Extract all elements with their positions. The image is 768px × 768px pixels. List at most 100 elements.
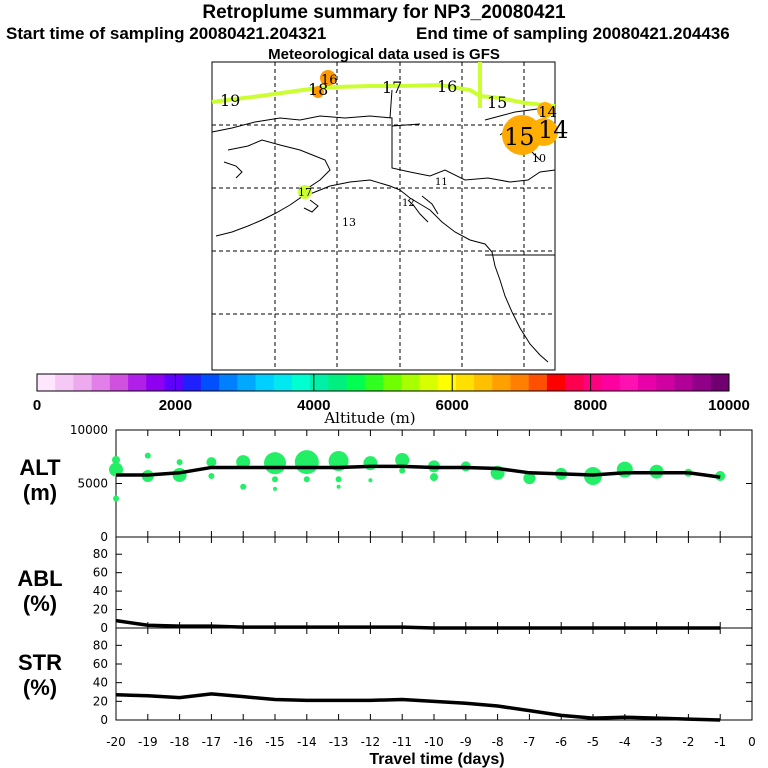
alt-bubble [368, 478, 373, 483]
chart-title: Retroplume summary for NP3_20080421 [202, 2, 566, 23]
colorbar-swatch [455, 374, 475, 391]
colorbar-swatch [346, 374, 366, 391]
altitude-colorbar: 0 2000 4000 6000 8000 10000 [33, 373, 750, 414]
alt-bubble [294, 450, 319, 475]
colorbar-swatch [419, 374, 439, 391]
map-graticule [212, 62, 555, 370]
colorbar-swatch [146, 374, 165, 391]
colorbar-tick-label: 2000 [159, 397, 192, 414]
abl-panel-label: ABL (%) [5, 566, 75, 616]
str-frame [115, 627, 753, 721]
x-tick-label: -20 [106, 735, 126, 749]
colorbar-swatch [674, 374, 694, 391]
x-tick-label: -8 [492, 735, 504, 749]
alt-bubble [273, 486, 277, 491]
colorbar-tick-label: 10000 [708, 397, 750, 414]
x-tick-label: -14 [297, 735, 317, 749]
abl-frame [115, 536, 753, 629]
colorbar-swatch [255, 374, 275, 391]
x-tick-label: -4 [619, 735, 631, 749]
str-label-text: STR (%) [18, 650, 62, 700]
alt-bubble [112, 455, 120, 464]
abl-label-text: ABL (%) [17, 566, 63, 616]
x-tick-label: -7 [523, 735, 535, 749]
path-label: 18 [308, 80, 328, 99]
y-tick-label: 80 [93, 638, 108, 652]
colorbar-label: Altitude (m) [323, 409, 415, 427]
path-label: 13 [342, 216, 356, 229]
trajectory-map: 19 18 17 16 15 14 16 15 14 10 11 12 13 1… [211, 61, 569, 371]
alt-bubble [172, 467, 187, 482]
colorbar-swatch [328, 374, 348, 391]
y-tick-label: 5000 [77, 477, 108, 491]
colorbar-swatch [364, 374, 384, 391]
alt-panel: 10000 5000 0 [70, 423, 753, 544]
colorbar-swatch [565, 374, 584, 391]
alt-bubble [523, 472, 536, 485]
colorbar-swatch [310, 374, 329, 391]
path-label: 17 [298, 186, 312, 199]
x-tick-label: -3 [651, 735, 663, 749]
alt-bubble [206, 457, 217, 468]
colorbar-swatch [37, 374, 56, 391]
x-tick-label: -13 [329, 735, 349, 749]
path-label: 12 [402, 198, 415, 209]
x-tick-label: -11 [392, 735, 412, 749]
alt-label-text: ALT (m) [19, 455, 61, 505]
colorbar-swatch [656, 374, 675, 391]
alt-bubble [113, 495, 119, 502]
colorbar-swatch [383, 374, 402, 391]
colorbar-swatch [474, 374, 493, 391]
colorbar-swatch [128, 374, 147, 391]
y-tick-label: 10000 [70, 423, 108, 437]
path-label: 14 [538, 116, 569, 144]
path-label: 14 [538, 103, 557, 121]
colorbar-swatch [637, 374, 657, 391]
colorbar-tick-label: 4000 [297, 397, 330, 414]
path-label: 17 [382, 78, 402, 97]
y-tick-label: 60 [93, 566, 108, 580]
path-label: 19 [220, 91, 240, 110]
alt-panel-label: ALT (m) [5, 455, 75, 505]
y-tick-label: 80 [93, 547, 108, 561]
map-bubble [530, 118, 558, 146]
x-tick-label: -6 [555, 735, 567, 749]
colorbar-swatch [601, 374, 621, 391]
colorbar-swatch [273, 374, 293, 391]
colorbar-swatch [200, 374, 220, 391]
alt-bubble [399, 467, 406, 474]
map-bubble [312, 86, 324, 98]
colorbar-swatch [692, 374, 712, 391]
y-tick-label: 20 [93, 694, 108, 708]
path-label: 10 [532, 152, 546, 165]
coastlines [211, 89, 556, 363]
alt-bubble [264, 452, 286, 475]
colorbar-tick-label: 6000 [436, 397, 469, 414]
sampling-times: Start time of sampling 20080421.204321 En… [6, 24, 768, 44]
colorbar-swatch [109, 374, 129, 391]
colorbar-swatch [182, 374, 202, 391]
x-tick-label: -16 [233, 735, 253, 749]
colorbar-tick-label: 0 [33, 397, 41, 414]
x-tick-label: 0 [748, 735, 756, 749]
x-tick-label: -2 [682, 735, 694, 749]
path-label: 15 [487, 93, 507, 112]
alt-bubble [109, 462, 123, 477]
colorbar-swatch [219, 374, 238, 391]
alt-bubble [176, 459, 183, 466]
x-tick-label: -19 [138, 735, 158, 749]
colorbar-swatch [492, 374, 511, 391]
y-tick-label: 40 [93, 584, 108, 598]
y-tick-label: 0 [100, 530, 108, 544]
colorbar-swatch [291, 374, 311, 391]
colorbar-swatch [237, 374, 257, 391]
map-bubble [320, 70, 336, 86]
str-series-line [115, 692, 721, 722]
alt-bubble [395, 452, 410, 467]
map-bubble [537, 102, 553, 118]
abl-series-line [115, 618, 721, 630]
colorbar-swatch [510, 374, 530, 391]
